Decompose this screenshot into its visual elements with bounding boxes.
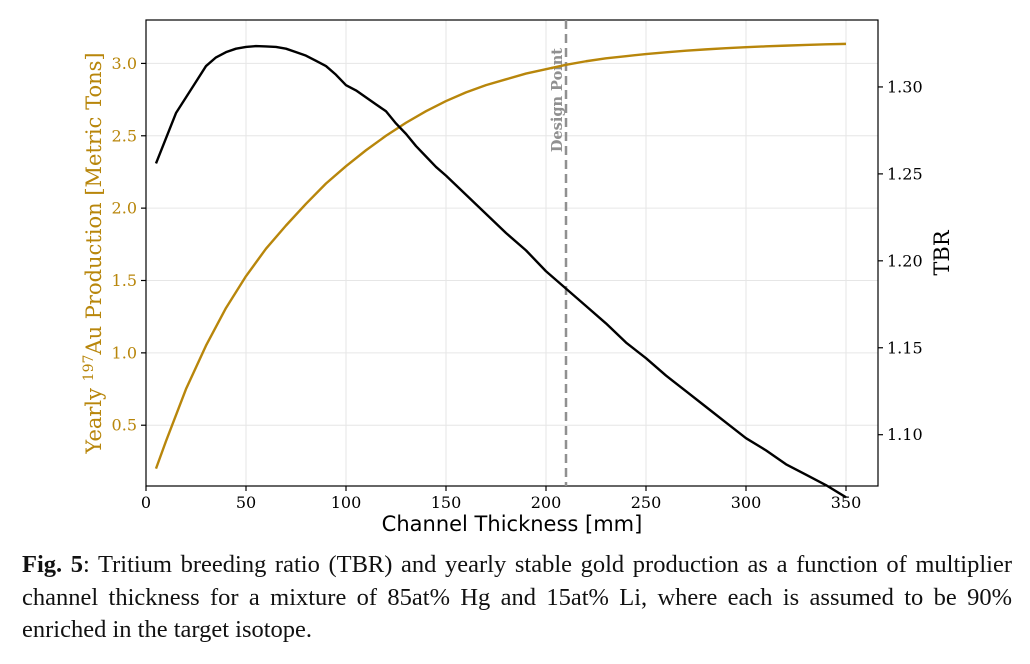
right-y-axis-ticks: 1.10 1.15 1.20 1.25 1.30 bbox=[878, 77, 923, 444]
left-y-tick-label: 2.5 bbox=[112, 126, 137, 145]
x-tick-label: 50 bbox=[236, 493, 256, 512]
tbr-series-line bbox=[154, 44, 847, 499]
left-y-axis-label: Yearly 197Au Production [Metric Tons] bbox=[81, 52, 106, 454]
gold-production-series-line bbox=[154, 42, 847, 470]
figure-caption-text: : Tritium breeding ratio (TBR) and yearl… bbox=[22, 551, 1012, 643]
figure-caption-label: Fig. 5 bbox=[22, 551, 84, 578]
grid-lines bbox=[145, 20, 878, 486]
x-tick-label: 200 bbox=[531, 493, 562, 512]
x-tick-label: 350 bbox=[831, 493, 862, 512]
left-y-axis-ticks: 0.5 1.0 1.5 2.0 2.5 3.0 bbox=[112, 54, 146, 435]
chart-canvas: Design Point 0 50 100 150 200 250 300 350 0.5 1.… bbox=[81, 19, 954, 536]
right-y-tick-label: 1.25 bbox=[887, 164, 923, 183]
x-tick-label: 0 bbox=[141, 493, 151, 512]
left-y-axis-label-superscript: 197 bbox=[81, 355, 97, 382]
right-y-tick-label: 1.30 bbox=[887, 77, 923, 96]
left-y-axis-label-suffix: Au Production [Metric Tons] bbox=[82, 52, 106, 355]
design-point-label: Design Point bbox=[549, 48, 566, 152]
design-point-marker: Design Point bbox=[549, 20, 568, 486]
left-y-axis-label-prefix: Yearly bbox=[82, 381, 106, 454]
x-axis-ticks: 0 50 100 150 200 250 300 350 bbox=[141, 486, 861, 512]
figure-caption: Fig. 5: Tritium breeding ratio (TBR) and… bbox=[22, 549, 1012, 647]
left-y-tick-label: 0.5 bbox=[112, 416, 137, 435]
x-tick-label: 150 bbox=[431, 493, 462, 512]
left-y-tick-label: 2.0 bbox=[112, 199, 137, 218]
x-tick-label: 250 bbox=[631, 493, 662, 512]
plot-frame bbox=[145, 19, 879, 487]
right-y-tick-label: 1.10 bbox=[887, 425, 923, 444]
right-y-tick-label: 1.20 bbox=[887, 251, 923, 270]
left-y-tick-label: 1.0 bbox=[112, 343, 137, 362]
left-y-tick-label: 1.5 bbox=[112, 271, 137, 290]
right-y-tick-label: 1.15 bbox=[887, 338, 923, 357]
x-axis-label: Channel Thickness [mm] bbox=[382, 512, 643, 536]
x-tick-label: 300 bbox=[731, 493, 762, 512]
x-tick-label: 100 bbox=[331, 493, 362, 512]
left-y-tick-label: 3.0 bbox=[112, 54, 137, 73]
right-y-axis-label: TBR bbox=[930, 229, 954, 275]
